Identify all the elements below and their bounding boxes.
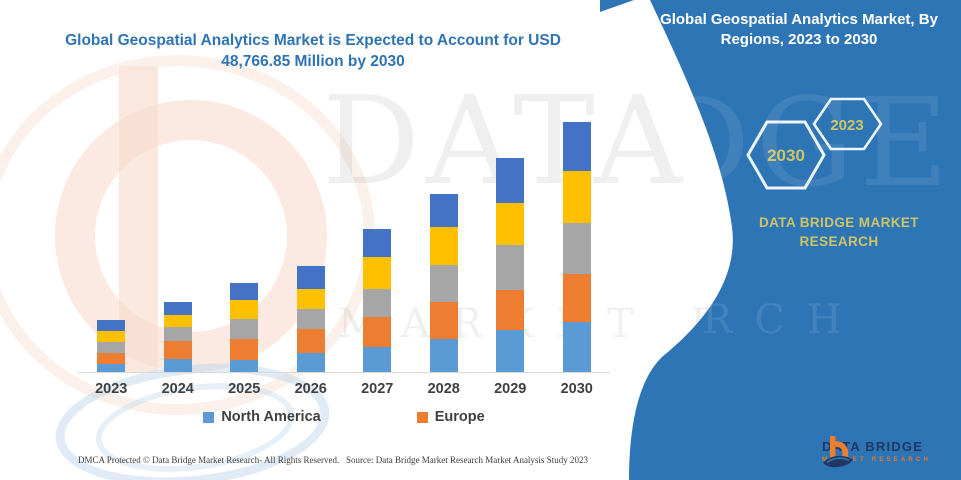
bar-column [411,120,478,372]
logo-tagline-text: MARKET RESEARCH [822,457,932,464]
bar-segment-North America [163,358,192,372]
panel-corner-triangle [600,0,634,12]
x-axis-label-2029: 2029 [494,381,527,397]
legend-swatch-icon [416,411,428,423]
bar-segment-unlabeled-region-yellow [562,171,591,224]
x-axis-label-2023: 2023 [95,381,128,397]
bar-segment-unlabeled-region-darkblue [163,301,192,315]
bar-segment-unlabeled-region-yellow [429,227,458,265]
bar-column [544,120,611,372]
bar-segment-Europe [163,340,192,359]
bar-segment-unlabeled-region-darkblue [363,229,392,257]
chart-title: Global Geospatial Analytics Market is Ex… [65,32,561,70]
bar-column [344,120,411,372]
bar-segment-unlabeled-region-yellow [97,330,126,342]
bar-segment-North America [97,363,126,372]
bar-segment-Europe [230,338,259,360]
bar-segment-unlabeled-region-gray [363,288,392,317]
panel-heading: Global Geospatial Analytics Market, By R… [660,11,938,48]
bar-segment-unlabeled-region-gray [230,318,259,339]
stacked-bar-2030 [562,122,591,372]
stacked-bar-2029 [496,158,525,372]
bar-segment-unlabeled-region-yellow [230,299,259,319]
x-axis-label-2028: 2028 [427,381,460,397]
bar-segment-Europe [429,301,458,339]
bar-segment-North America [296,352,325,372]
bar-segment-Europe [296,328,325,353]
bar-segment-unlabeled-region-gray [163,326,192,341]
databridge-b-icon [823,436,853,468]
x-axis-label-2026: 2026 [294,381,327,397]
bar-segment-Europe [562,273,591,322]
databridge-logo: DATA BRIDGE MARKET RESEARCH [822,436,932,468]
dmca-copyright-text: DMCA Protected © Data Bridge Market Rese… [78,455,340,465]
legend-item-north-america: North America [203,409,321,425]
bar-column [78,120,145,372]
bar-segment-unlabeled-region-gray [296,308,325,329]
bar-segment-unlabeled-region-gray [97,341,126,353]
stacked-bar-2027 [363,229,392,372]
bar-segment-unlabeled-region-darkblue [296,265,325,289]
bar-segment-Europe [363,316,392,347]
bar-segment-unlabeled-region-darkblue [562,122,591,172]
bar-segment-unlabeled-region-darkblue [97,319,126,331]
bar-column [477,120,544,372]
bar-segment-unlabeled-region-darkblue [429,194,458,228]
hexagon-back-year: 2030 [767,146,805,165]
bar-segment-North America [230,359,259,372]
panel-background-shape: 2030 2023 [600,0,961,480]
stacked-bar-2025 [230,282,259,372]
side-panel: 2030 2023 IDGE EARCH Global Geospatial A… [598,0,961,480]
hexagon-2023-icon [812,97,883,151]
source-text: Source: Data Bridge Market Research Mark… [346,455,588,465]
bar-column [211,120,278,372]
bar-segment-Europe [97,352,126,364]
bar-segment-unlabeled-region-yellow [363,256,392,289]
brand-name-text: DATA BRIDGE MARKET RESEARCH [759,215,919,249]
bar-segment-unlabeled-region-gray [562,223,591,274]
bar-chart-plot-area [78,120,610,373]
stacked-bar-2024 [163,301,192,372]
x-axis-label-2024: 2024 [161,381,194,397]
legend-swatch-icon [203,411,215,423]
bar-segment-unlabeled-region-yellow [163,314,192,327]
bar-segment-unlabeled-region-darkblue [496,158,525,204]
bar-segment-unlabeled-region-yellow [496,203,525,245]
stacked-bar-2026 [296,265,325,372]
bar-segment-unlabeled-region-gray [496,244,525,290]
bar-segment-North America [429,338,458,372]
legend-item-europe: Europe [416,409,485,425]
legend-label: Europe [434,409,485,425]
chart-legend: North America Europe [78,409,610,425]
bar-segment-unlabeled-region-darkblue [230,282,259,300]
x-axis-label-2027: 2027 [361,381,394,397]
x-axis-label-2025: 2025 [228,381,261,397]
bar-segment-Europe [496,289,525,330]
x-axis-labels: 2023 2024 2025 2026 2027 2028 2029 2030 [78,381,610,397]
stacked-bar-2023 [97,319,126,372]
hexagon-2030-icon [746,120,826,190]
stacked-bar-2028 [429,194,458,372]
x-axis-label-2030: 2030 [560,381,593,397]
bar-segment-unlabeled-region-gray [429,264,458,302]
bar-segment-unlabeled-region-yellow [296,288,325,309]
bar-segment-North America [562,321,591,372]
legend-label: North America [221,409,321,425]
bar-column [278,120,345,372]
bar-segment-North America [496,329,525,372]
bar-column [145,120,212,372]
hexagon-front-year: 2023 [830,117,863,134]
bar-segment-North America [363,346,392,372]
